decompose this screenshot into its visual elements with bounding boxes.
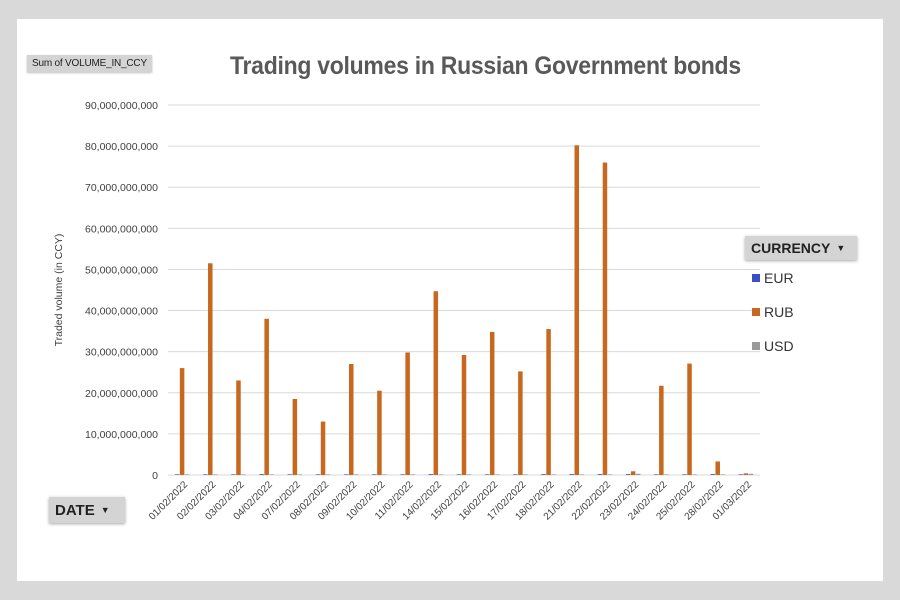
y-tick-label: 20,000,000,000 <box>85 388 158 400</box>
bars <box>174 145 754 476</box>
legend-label-usd: USD <box>764 338 794 354</box>
bar-usd <box>353 474 359 475</box>
bar-usd <box>748 473 754 475</box>
bar-eur <box>654 474 659 475</box>
bar-eur <box>682 474 687 475</box>
y-tick-label: 70,000,000,000 <box>85 182 158 194</box>
y-tick-label: 40,000,000,000 <box>85 306 158 318</box>
legend-swatch-usd <box>752 342 760 350</box>
bar-usd <box>213 474 218 475</box>
bar-usd <box>466 474 472 475</box>
legend-item-rub: RUB <box>752 304 794 320</box>
bar-rub <box>377 390 382 475</box>
bar-eur <box>428 474 434 475</box>
bar-rub <box>264 318 269 475</box>
bar-rub <box>405 352 410 475</box>
bar-rub <box>433 291 439 475</box>
bar-eur <box>203 474 208 475</box>
bar-rub <box>518 371 523 475</box>
bar-rub <box>461 354 467 475</box>
bar-eur <box>597 474 603 475</box>
bar-usd <box>579 474 585 475</box>
bar-eur <box>287 474 293 475</box>
date-filter-label: DATE <box>55 501 95 519</box>
bar-eur <box>625 474 631 475</box>
bar-eur <box>315 474 321 475</box>
bar-usd <box>438 474 444 475</box>
bar-rub <box>489 331 495 475</box>
x-axis-ticks: 01/02/202202/02/202203/02/202204/02/2022… <box>147 479 754 522</box>
bar-eur <box>710 474 715 475</box>
y-axis-label: Traded volume (in CCY) <box>53 234 65 347</box>
pivot-value-field-label[interactable]: Sum of VOLUME_IN_CCY <box>27 55 152 72</box>
chart-title: Trading volumes in Russian Government bo… <box>230 52 741 80</box>
legend-swatch-eur <box>752 274 760 282</box>
bar-rub <box>743 473 749 475</box>
dropdown-arrow-icon: ▼ <box>100 505 110 515</box>
bar-rub <box>236 380 241 475</box>
legend-item-usd: USD <box>752 338 794 354</box>
bar-eur <box>513 474 518 475</box>
bar-usd <box>720 474 725 475</box>
bar-usd <box>551 474 556 475</box>
bar-eur <box>484 474 490 475</box>
date-filter-button[interactable]: DATE ▼ <box>49 497 125 523</box>
bar-eur <box>569 474 575 475</box>
bar-usd <box>241 474 246 475</box>
bar-usd <box>692 474 697 475</box>
bar-rub <box>348 364 354 475</box>
currency-filter-button[interactable]: CURRENCY ▼ <box>745 236 857 260</box>
bar-rub <box>715 461 720 475</box>
bar-usd <box>607 474 613 475</box>
bar-usd <box>494 474 500 475</box>
bar-rub <box>179 368 185 475</box>
legend-swatch-rub <box>752 308 760 316</box>
y-tick-label: 50,000,000,000 <box>85 264 158 276</box>
bar-usd <box>635 473 641 475</box>
bar-eur <box>456 474 462 475</box>
bar-rub <box>574 145 580 476</box>
bar-eur <box>231 474 236 475</box>
y-tick-label: 90,000,000,000 <box>85 100 158 112</box>
legend-label-rub: RUB <box>764 304 794 320</box>
y-tick-label: 0 <box>152 470 158 482</box>
bar-rub <box>546 329 551 475</box>
bar-rub <box>292 398 298 475</box>
y-tick-label: 10,000,000,000 <box>85 429 158 441</box>
bar-rub <box>320 421 326 475</box>
bar-eur <box>343 474 349 475</box>
dropdown-arrow-icon: ▼ <box>836 243 846 253</box>
currency-filter-label: CURRENCY <box>751 240 831 256</box>
bar-usd <box>523 474 528 475</box>
bar-usd <box>664 474 669 475</box>
bar-usd <box>382 474 387 475</box>
y-axis-ticks: 0 10,000,000,000 20,000,000,000 30,000,000,… <box>85 100 158 482</box>
legend-item-eur: EUR <box>752 270 794 286</box>
y-tick-label: 80,000,000,000 <box>85 141 158 153</box>
bar-eur <box>541 474 546 475</box>
chart-frame <box>17 19 883 581</box>
bar-rub <box>659 385 664 475</box>
y-tick-label: 30,000,000,000 <box>85 347 158 359</box>
bar-rub <box>602 162 608 476</box>
bar-usd <box>269 474 274 475</box>
bar-eur <box>738 474 744 475</box>
bar-eur <box>400 474 405 475</box>
bar-usd <box>184 474 190 475</box>
y-tick-label: 60,000,000,000 <box>85 223 158 235</box>
bar-usd <box>297 474 303 475</box>
bar-usd <box>325 474 331 475</box>
bar-rub <box>208 263 213 475</box>
bar-eur <box>372 474 377 475</box>
bar-eur <box>259 474 264 475</box>
bar-rub <box>687 363 692 475</box>
bar-eur <box>174 474 180 475</box>
legend-label-eur: EUR <box>764 270 794 286</box>
bar-rub <box>630 471 636 475</box>
bar-usd <box>410 474 415 475</box>
